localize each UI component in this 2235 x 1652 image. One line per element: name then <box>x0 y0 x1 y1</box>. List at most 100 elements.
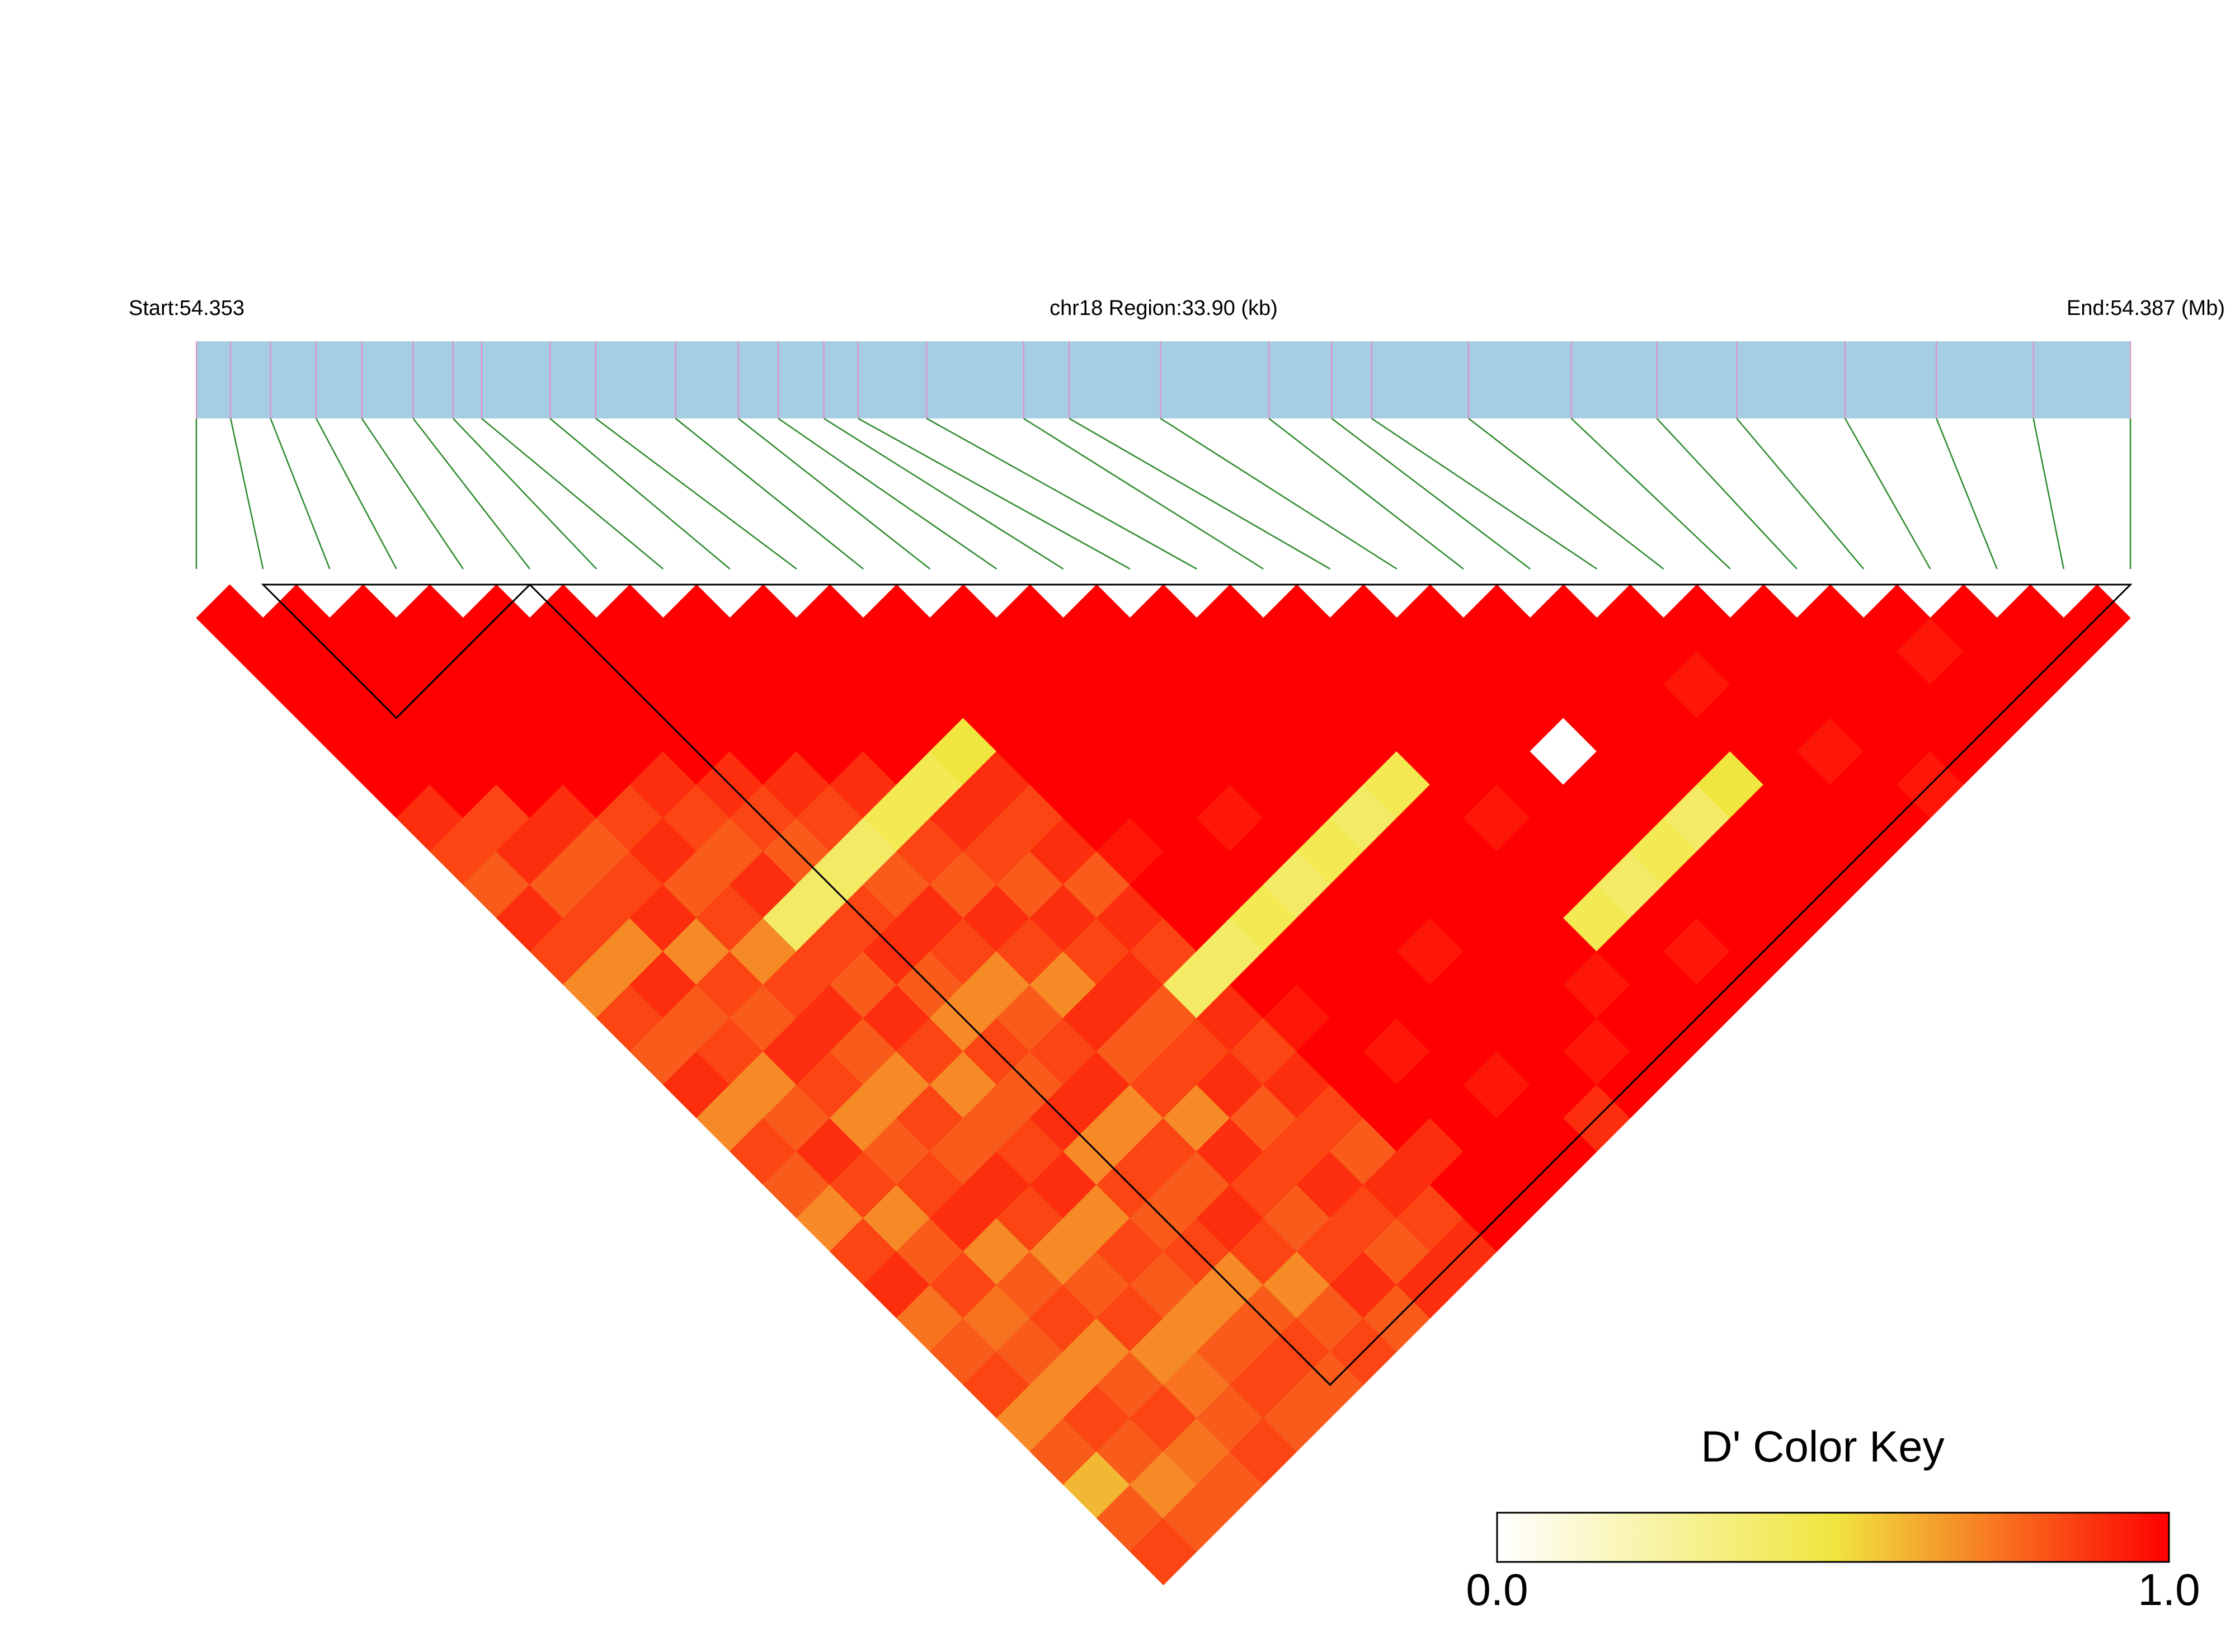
ld-cell <box>563 817 630 886</box>
ld-cell <box>1930 584 1998 652</box>
ld-cell <box>1263 651 1331 719</box>
snp-link <box>595 417 797 570</box>
ld-cell <box>596 584 664 652</box>
ld-cell <box>1996 584 2064 652</box>
color-key-bar <box>1496 1512 2170 1563</box>
ld-cell <box>1496 684 1564 752</box>
snp-link <box>316 418 397 570</box>
ld-cell <box>863 1051 930 1119</box>
ld-cell <box>696 684 764 752</box>
ld-cell <box>429 751 497 818</box>
snp-link <box>2032 418 2065 570</box>
ld-cell <box>563 951 630 1019</box>
ld-cell <box>1230 884 1297 952</box>
snp-link <box>1023 417 1264 570</box>
ld-cell <box>929 917 997 985</box>
ld-cell <box>529 784 597 852</box>
ld-cell <box>996 1384 1064 1452</box>
snp-link <box>1268 418 1464 570</box>
snp-link <box>1845 418 1931 570</box>
ld-cell <box>696 1084 764 1152</box>
ld-cell <box>1263 851 1331 919</box>
ld-cell <box>629 817 697 886</box>
ld-cell <box>763 884 831 952</box>
ld-cell <box>629 751 697 818</box>
ld-cell <box>1196 784 1264 852</box>
ld-cell <box>1263 1384 1331 1452</box>
ld-cell <box>1029 1418 1097 1485</box>
ld-cell <box>896 884 964 952</box>
ld-cell <box>796 784 864 852</box>
ld-cell <box>796 584 864 652</box>
ld-cell <box>1230 951 1297 1019</box>
ld-cell <box>763 1084 831 1152</box>
snp-link <box>824 417 1064 570</box>
ld-cell <box>563 884 630 952</box>
ld-cell <box>662 584 731 652</box>
snp-link <box>229 418 264 570</box>
ld-cell <box>696 1018 764 1085</box>
snp-link <box>1468 418 1664 570</box>
ld-cell <box>1463 584 1531 652</box>
ld-cell <box>629 1018 697 1085</box>
ld-cell <box>863 651 930 719</box>
ld-cell <box>1496 884 1564 952</box>
ld-cell <box>929 717 997 785</box>
ld-cell <box>896 817 964 886</box>
ld-cell <box>463 784 530 852</box>
snp-link <box>926 417 1197 570</box>
ld-cell <box>896 1018 964 1085</box>
ld-cell <box>1263 584 1331 652</box>
ld-cell <box>1463 917 1531 985</box>
ld-cell <box>696 884 764 952</box>
ld-cell <box>662 917 731 985</box>
ld-cell <box>1063 1384 1131 1452</box>
ld-cell <box>496 817 564 886</box>
ld-cell <box>1730 651 1798 719</box>
ld-cell <box>863 784 930 852</box>
ld-cell <box>963 1151 1031 1219</box>
ld-cell <box>996 584 1064 652</box>
snp-link <box>1656 418 1798 570</box>
ld-cell <box>730 584 797 652</box>
ld-cell <box>1496 1018 1564 1085</box>
ld-block <box>528 583 2133 1386</box>
snp-link <box>412 418 531 570</box>
ld-cell <box>1263 717 1331 785</box>
ld-cell <box>1196 1384 1264 1452</box>
snp-link <box>1736 418 1865 570</box>
ld-cell <box>763 1018 831 1085</box>
ld-cell <box>1263 917 1331 985</box>
ld-cell <box>529 917 597 985</box>
ld-cell <box>396 784 464 852</box>
ld-cell <box>996 917 1064 985</box>
ld-block <box>261 583 532 719</box>
ld-cell <box>1230 1151 1297 1219</box>
snp-link <box>1331 418 1531 570</box>
ld-cell <box>662 784 731 852</box>
ld-cell <box>863 717 930 785</box>
ld-cell <box>1329 784 1398 852</box>
ld-cell <box>1230 618 1297 685</box>
ld-cell <box>929 784 997 852</box>
snp-link <box>481 418 664 570</box>
snp-link <box>675 418 864 570</box>
ld-cell <box>1029 1151 1097 1219</box>
ld-cell <box>1496 951 1564 1019</box>
ld-cell <box>1263 784 1331 852</box>
ld-cell <box>529 717 597 785</box>
snp-link <box>1069 417 1331 570</box>
ld-cell <box>496 884 564 952</box>
snp-link <box>858 417 1131 570</box>
ld-cell <box>763 684 831 752</box>
ld-cell <box>829 1151 897 1219</box>
ld-cell <box>563 751 630 818</box>
ld-cell <box>329 584 397 652</box>
ld-cell <box>1496 1084 1564 1152</box>
snp-link <box>549 418 731 570</box>
ld-cell <box>596 917 664 985</box>
ld-cell <box>929 1051 997 1119</box>
key-tick-label: 0.0 <box>1466 1565 1528 1615</box>
ld-cell <box>396 584 464 652</box>
ld-cell <box>1496 751 1564 818</box>
